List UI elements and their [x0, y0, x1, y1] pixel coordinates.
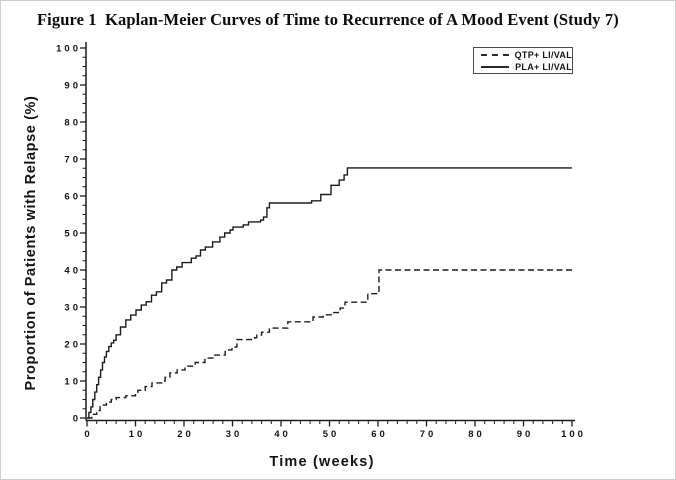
y-tick-label: 100: [56, 44, 81, 55]
figure-title: Figure 1 Kaplan-Meier Curves of Time to …: [37, 10, 619, 29]
x-tick-label: 50: [323, 429, 340, 440]
legend-item-pla: PLA+ LI/VAL: [481, 62, 572, 72]
x-tick-label: 10: [129, 429, 146, 440]
dashed-line-sample: [481, 53, 509, 56]
x-tick-label: 20: [177, 429, 194, 440]
x-tick-label: 70: [420, 429, 437, 440]
y-tick-label: 80: [64, 118, 81, 129]
x-tick-label: 0: [84, 429, 92, 440]
x-tick-label: 90: [517, 429, 534, 440]
y-tick-label: 0: [73, 414, 81, 425]
solid-line-sample: [481, 65, 510, 68]
x-tick-label: 30: [226, 429, 243, 440]
y-tick-label: 30: [64, 303, 81, 314]
y-tick-label: 40: [64, 266, 81, 277]
legend: QTP+ LI/VAL PLA+ LI/VAL: [473, 47, 573, 74]
x-axis-title: Time (weeks): [269, 454, 375, 470]
y-tick-label: 60: [64, 192, 81, 203]
y-tick-label: 20: [64, 340, 81, 351]
x-tick-label: 100: [561, 429, 586, 440]
y-tick-label: 70: [64, 155, 81, 166]
series-curve-qtp-li-val: [87, 269, 572, 419]
legend-label-qtp: QTP+ LI/VAL: [514, 49, 572, 60]
legend-label-pla: PLA+ LI/VAL: [515, 61, 572, 72]
y-tick-label: 90: [64, 81, 81, 92]
x-tick-label: 60: [371, 429, 388, 440]
series-curve-pla-li-val: [87, 167, 572, 419]
y-tick-label: 10: [64, 377, 81, 388]
legend-item-qtp: QTP+ LI/VAL: [481, 50, 572, 60]
y-tick-label: 50: [64, 229, 81, 240]
y-axis-title: Proportion of Patients with Relapse (%): [23, 95, 39, 391]
x-tick-label: 80: [468, 429, 485, 440]
x-tick-label: 40: [274, 429, 291, 440]
